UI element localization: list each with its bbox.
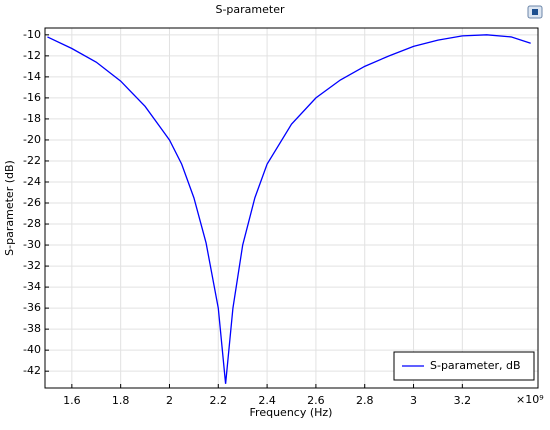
y-tick-label: -28	[23, 217, 41, 230]
series-line	[47, 34, 531, 384]
y-tick-label: -24	[23, 175, 41, 188]
toolbar-icon[interactable]	[527, 5, 543, 19]
x-tick-label: 1.8	[112, 394, 130, 407]
x-tick-label: 3	[410, 394, 417, 407]
y-tick-label: -38	[23, 322, 41, 335]
legend-label: S-parameter, dB	[430, 359, 521, 372]
y-tick-label: -32	[23, 259, 41, 272]
y-tick-label: -10	[23, 28, 41, 41]
x-axis-label: Frequency (Hz)	[250, 406, 333, 419]
x-tick-label: 2.2	[210, 394, 228, 407]
y-tick-label: -12	[23, 49, 41, 62]
x-tick-label: 2.4	[258, 394, 276, 407]
x-tick-label: 2.8	[356, 394, 374, 407]
y-axis-label: S-parameter (dB)	[3, 160, 16, 256]
x-tick-label: 2	[166, 394, 173, 407]
x-tick-label: 2.6	[307, 394, 325, 407]
plot-frame	[44, 27, 539, 389]
y-tick-label: -16	[23, 91, 41, 104]
x-tick-label: 1.6	[63, 394, 81, 407]
y-tick-label: -22	[23, 154, 41, 167]
y-tick-label: -20	[23, 133, 41, 146]
y-tick-label: -40	[23, 343, 41, 356]
y-tick-label: -26	[23, 196, 41, 209]
icon-glyph[interactable]	[532, 9, 538, 15]
y-tick-label: -14	[23, 70, 41, 83]
y-tick-label: -30	[23, 238, 41, 251]
y-tick-label: -42	[23, 364, 41, 377]
x-multiplier: ×10⁹	[516, 393, 544, 406]
y-tick-label: -34	[23, 280, 41, 293]
y-tick-label: -36	[23, 301, 41, 314]
y-tick-label: -18	[23, 112, 41, 125]
chart-title: S-parameter	[215, 3, 285, 16]
x-tick-label: 3.2	[454, 394, 472, 407]
